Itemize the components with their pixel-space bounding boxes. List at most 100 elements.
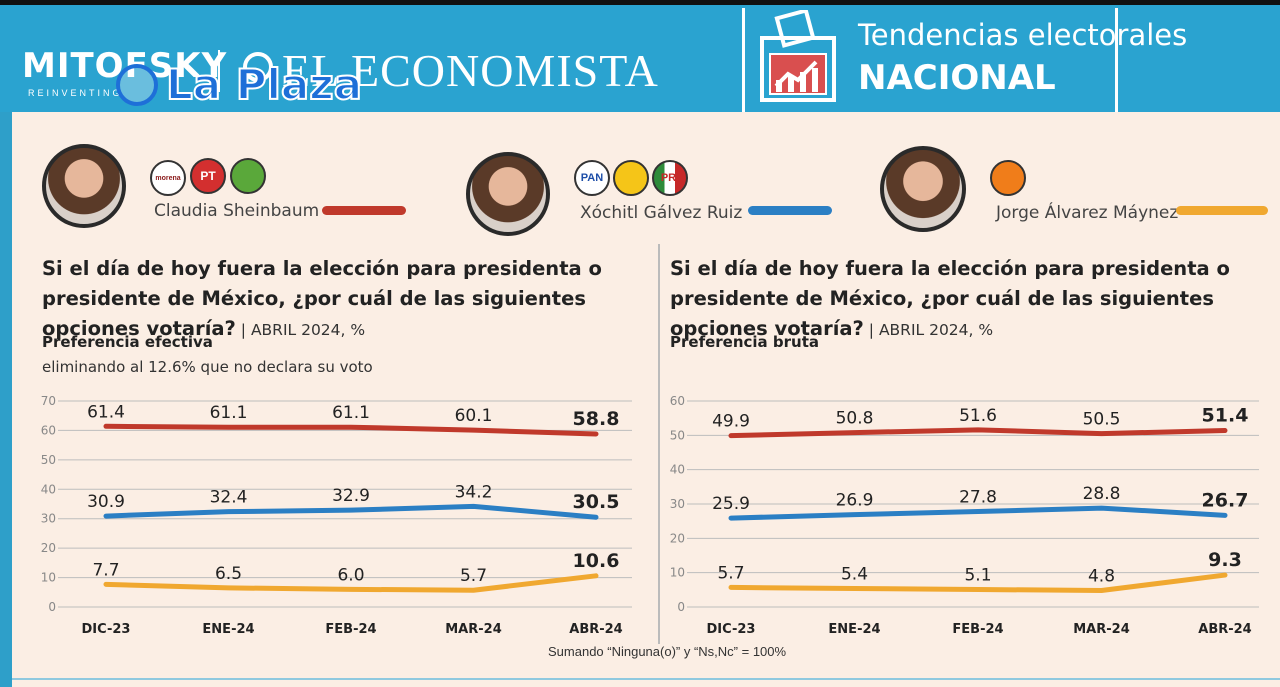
data-label: 26.7 <box>1202 489 1249 511</box>
y-tick-label: 50 <box>41 453 56 467</box>
question-date: ABRIL 2024, % <box>878 321 994 339</box>
data-label: 30.9 <box>87 492 125 512</box>
data-point <box>226 425 231 430</box>
data-label: 5.7 <box>717 563 744 583</box>
data-point <box>1223 573 1227 578</box>
data-point <box>729 516 733 521</box>
data-point <box>1099 431 1104 436</box>
mitofsky-tagline: REINVENTING <box>28 88 123 98</box>
data-point <box>104 514 108 519</box>
data-point <box>594 573 598 578</box>
data-label: 10.6 <box>573 550 620 572</box>
bottom-line <box>12 678 1280 680</box>
header-divider-left <box>742 8 745 112</box>
data-point <box>104 582 108 587</box>
left-panel-sublabel: eliminando al 12.6% que no declara su vo… <box>42 358 373 376</box>
data-label: 32.4 <box>210 488 248 508</box>
data-point <box>594 515 598 520</box>
y-tick-label: 30 <box>670 497 685 511</box>
data-point <box>471 588 476 593</box>
data-label: 50.8 <box>836 409 874 429</box>
left-panel-label: Preferencia efectiva <box>42 333 213 351</box>
galvez-legend-swatch <box>748 206 832 215</box>
data-label: 60.1 <box>455 406 493 426</box>
y-tick-label: 20 <box>41 541 56 555</box>
data-label: 34.2 <box>455 482 493 502</box>
question-separator: | <box>863 321 879 339</box>
y-tick-label: 60 <box>41 423 56 437</box>
question-date: ABRIL 2024, % <box>250 321 366 339</box>
data-point <box>349 587 353 592</box>
data-label: 51.6 <box>959 406 997 426</box>
preferencia-bruta-chart: 0 10 20 30 40 50 60 DIC-23 ENE-24 FEB-24 MAR-24 ABR… <box>670 394 1259 637</box>
y-tick-label: 10 <box>670 566 685 580</box>
galvez-photo <box>466 152 550 236</box>
y-tick-label: 40 <box>670 463 685 477</box>
el-economista-logo: EL ECONOMISTA <box>282 45 659 96</box>
y-tick-label: 60 <box>670 394 685 408</box>
maynez-legend-swatch <box>1176 206 1268 215</box>
data-label: 5.4 <box>841 564 868 584</box>
data-point <box>729 433 733 438</box>
data-label: 58.8 <box>573 408 620 430</box>
data-point <box>1099 588 1104 593</box>
left-question: Si el día de hoy fuera la elección para … <box>42 254 642 345</box>
data-point <box>349 508 353 513</box>
data-point <box>852 586 857 591</box>
data-point <box>976 509 980 514</box>
x-tick-label: ENE-24 <box>202 622 254 637</box>
preferencia-efectiva-chart: 0 10 20 30 40 50 60 70 DIC-23 ENE-24 FEB-24 MAR-24 A… <box>41 394 632 637</box>
data-label: 6.5 <box>215 564 242 584</box>
data-point <box>1099 506 1104 511</box>
la-plaza-icon <box>116 64 158 106</box>
data-label: 5.1 <box>964 565 991 585</box>
maynez-photo <box>880 146 966 232</box>
data-label: 25.9 <box>712 494 750 514</box>
pt-logo: PT <box>190 158 226 194</box>
header-title: Tendencias electorales <box>858 18 1188 52</box>
y-tick-label: 30 <box>41 512 56 526</box>
y-tick-label: 50 <box>670 428 685 442</box>
data-point <box>471 428 476 433</box>
morena-logo: morena <box>150 160 186 196</box>
data-label: 32.9 <box>332 486 370 506</box>
header-top-line <box>0 0 1280 5</box>
y-tick-label: 70 <box>41 394 56 408</box>
prd-logo <box>613 160 649 196</box>
data-label: 61.1 <box>210 403 248 423</box>
pan-logo: PAN <box>574 160 610 196</box>
y-tick-label: 0 <box>677 600 685 614</box>
sheinbaum-photo <box>42 144 126 228</box>
data-point <box>349 425 353 430</box>
data-label: 61.4 <box>87 402 125 422</box>
mc-logo <box>990 160 1026 196</box>
y-tick-label: 0 <box>48 600 56 614</box>
y-tick-label: 10 <box>41 571 56 585</box>
x-tick-label: ABR-24 <box>1198 622 1251 637</box>
x-tick-label: ENE-24 <box>828 622 880 637</box>
footnote: Sumando “Ninguna(o)” y “Ns,Nc” = 100% <box>548 644 787 659</box>
data-label: 51.4 <box>1202 405 1249 427</box>
x-tick-label: ABR-24 <box>569 622 622 637</box>
data-point <box>1223 428 1227 433</box>
data-point <box>471 504 476 509</box>
panel-divider <box>658 244 660 644</box>
right-question: Si el día de hoy fuera la elección para … <box>670 254 1270 345</box>
data-label: 30.5 <box>573 491 620 513</box>
data-label: 50.5 <box>1083 410 1121 430</box>
data-point <box>729 585 733 590</box>
x-tick-label: FEB-24 <box>325 622 376 637</box>
header-divider-right <box>1115 8 1118 112</box>
candidate-name: Claudia Sheinbaum <box>154 201 320 221</box>
right-panel-label: Preferencia bruta <box>670 333 819 351</box>
pri-logo: PRI <box>652 160 688 196</box>
data-label: 28.8 <box>1083 484 1121 504</box>
header-bar: MITOFSKY REINVENTING EL ECONOMISTA La Pl… <box>0 0 1280 112</box>
data-label: 61.1 <box>332 403 370 423</box>
data-point <box>594 431 598 436</box>
data-label: 9.3 <box>1208 549 1242 571</box>
la-plaza-watermark: La Plaza <box>165 59 363 110</box>
data-point <box>852 512 857 517</box>
data-point <box>976 587 980 592</box>
